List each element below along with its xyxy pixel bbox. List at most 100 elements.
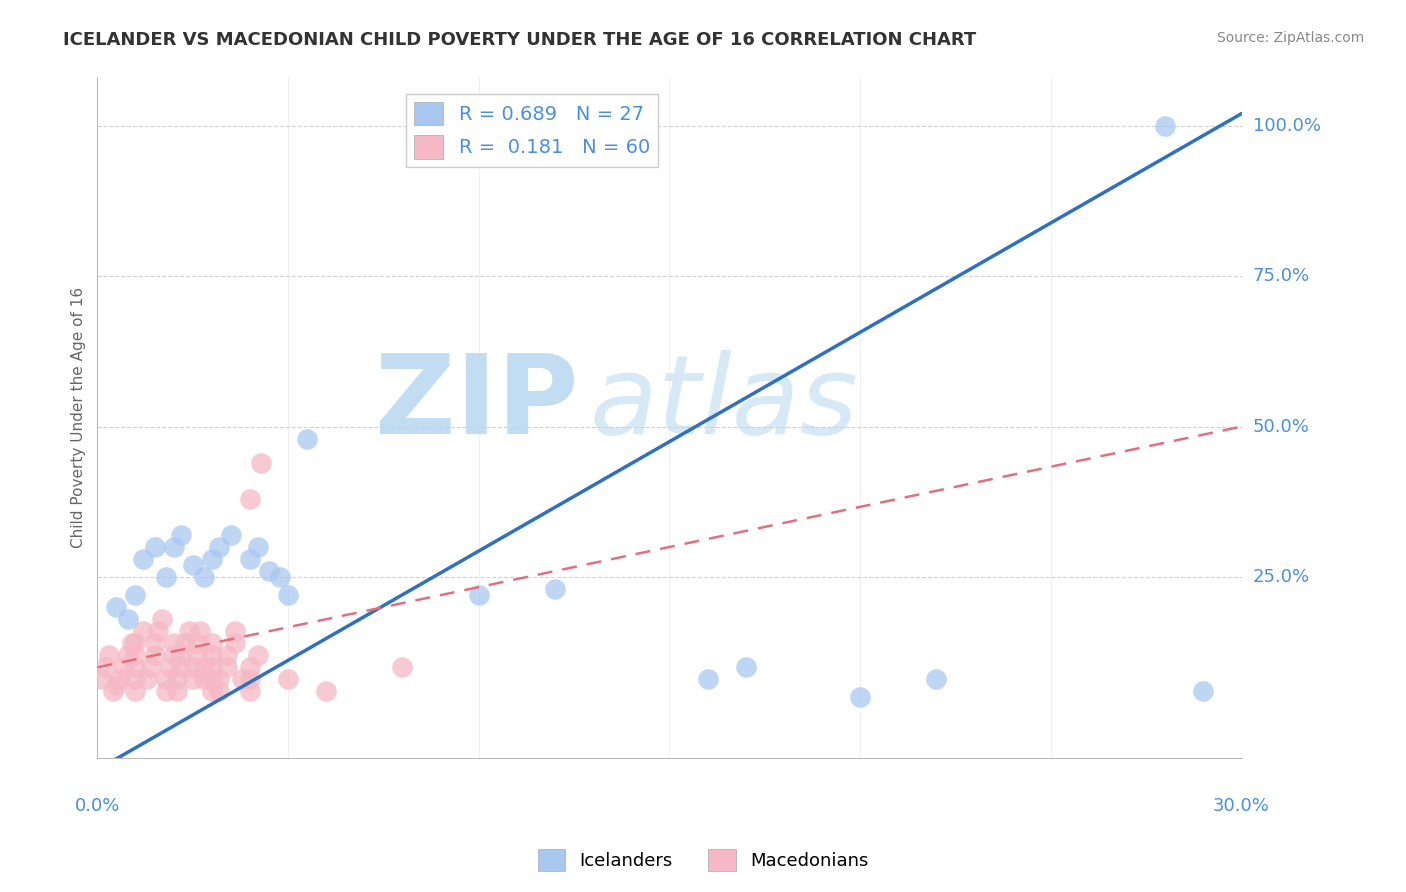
Point	[136, 673, 159, 687]
Point	[97, 648, 120, 663]
Text: atlas: atlas	[589, 351, 858, 458]
Point	[201, 684, 224, 698]
Point	[239, 684, 262, 698]
Point	[186, 648, 208, 663]
Point	[94, 660, 117, 674]
Text: Source: ZipAtlas.com: Source: ZipAtlas.com	[1216, 31, 1364, 45]
Point	[162, 540, 184, 554]
Point	[219, 528, 242, 542]
Point	[239, 491, 262, 506]
Point	[925, 673, 948, 687]
Point	[177, 624, 200, 639]
Point	[124, 660, 146, 674]
Point	[201, 673, 224, 687]
Point	[170, 648, 193, 663]
Point	[170, 660, 193, 674]
Point	[139, 660, 162, 674]
Point	[117, 648, 139, 663]
Point	[246, 648, 269, 663]
Point	[201, 552, 224, 566]
Point	[201, 648, 224, 663]
Point	[193, 673, 215, 687]
Point	[257, 564, 280, 578]
Point	[162, 636, 184, 650]
Text: 0.0%: 0.0%	[75, 797, 120, 814]
Point	[150, 612, 173, 626]
Point	[143, 540, 166, 554]
Point	[105, 600, 128, 615]
Point	[295, 432, 318, 446]
Point	[166, 684, 188, 698]
Point	[155, 684, 177, 698]
Point	[391, 660, 413, 674]
Point	[101, 684, 124, 698]
Point	[90, 673, 112, 687]
Point	[148, 624, 170, 639]
Point	[143, 648, 166, 663]
Point	[208, 673, 231, 687]
Point	[277, 673, 299, 687]
Point	[105, 678, 128, 692]
Point	[215, 648, 238, 663]
Point	[239, 660, 262, 674]
Text: 50.0%: 50.0%	[1253, 417, 1309, 435]
Point	[468, 588, 491, 602]
Point	[124, 648, 146, 663]
Point	[239, 673, 262, 687]
Point	[170, 528, 193, 542]
Point	[112, 660, 135, 674]
Text: 30.0%: 30.0%	[1213, 797, 1270, 814]
Point	[188, 624, 211, 639]
Legend: Icelanders, Macedonians: Icelanders, Macedonians	[530, 842, 876, 879]
Point	[162, 648, 184, 663]
Point	[734, 660, 756, 674]
Point	[208, 684, 231, 698]
Point	[110, 673, 132, 687]
Point	[159, 660, 181, 674]
Point	[849, 690, 872, 705]
Point	[246, 540, 269, 554]
Text: 25.0%: 25.0%	[1253, 568, 1310, 586]
Legend: R = 0.689   N = 27, R =  0.181   N = 60: R = 0.689 N = 27, R = 0.181 N = 60	[406, 94, 658, 167]
Point	[224, 636, 246, 650]
Point	[186, 636, 208, 650]
Text: ZIP: ZIP	[374, 351, 578, 458]
Point	[124, 684, 146, 698]
Point	[544, 582, 567, 596]
Point	[231, 673, 253, 687]
Point	[1192, 684, 1215, 698]
Point	[181, 673, 204, 687]
Point	[181, 660, 204, 674]
Text: 75.0%: 75.0%	[1253, 267, 1310, 285]
Point	[174, 636, 197, 650]
Point	[155, 673, 177, 687]
Point	[277, 588, 299, 602]
Point	[132, 624, 155, 639]
Point	[1154, 119, 1177, 133]
Point	[124, 588, 146, 602]
Point	[239, 552, 262, 566]
Point	[201, 660, 224, 674]
Point	[124, 673, 146, 687]
Point	[215, 660, 238, 674]
Y-axis label: Child Poverty Under the Age of 16: Child Poverty Under the Age of 16	[72, 287, 86, 548]
Point	[155, 570, 177, 584]
Point	[193, 570, 215, 584]
Point	[181, 558, 204, 572]
Point	[124, 636, 146, 650]
Point	[201, 636, 224, 650]
Text: 100.0%: 100.0%	[1253, 117, 1320, 135]
Point	[132, 552, 155, 566]
Text: ICELANDER VS MACEDONIAN CHILD POVERTY UNDER THE AGE OF 16 CORRELATION CHART: ICELANDER VS MACEDONIAN CHILD POVERTY UN…	[63, 31, 977, 49]
Point	[121, 636, 143, 650]
Point	[166, 673, 188, 687]
Point	[143, 636, 166, 650]
Point	[696, 673, 718, 687]
Point	[208, 540, 231, 554]
Point	[224, 624, 246, 639]
Point	[193, 660, 215, 674]
Point	[117, 612, 139, 626]
Point	[269, 570, 291, 584]
Point	[250, 456, 273, 470]
Point	[315, 684, 337, 698]
